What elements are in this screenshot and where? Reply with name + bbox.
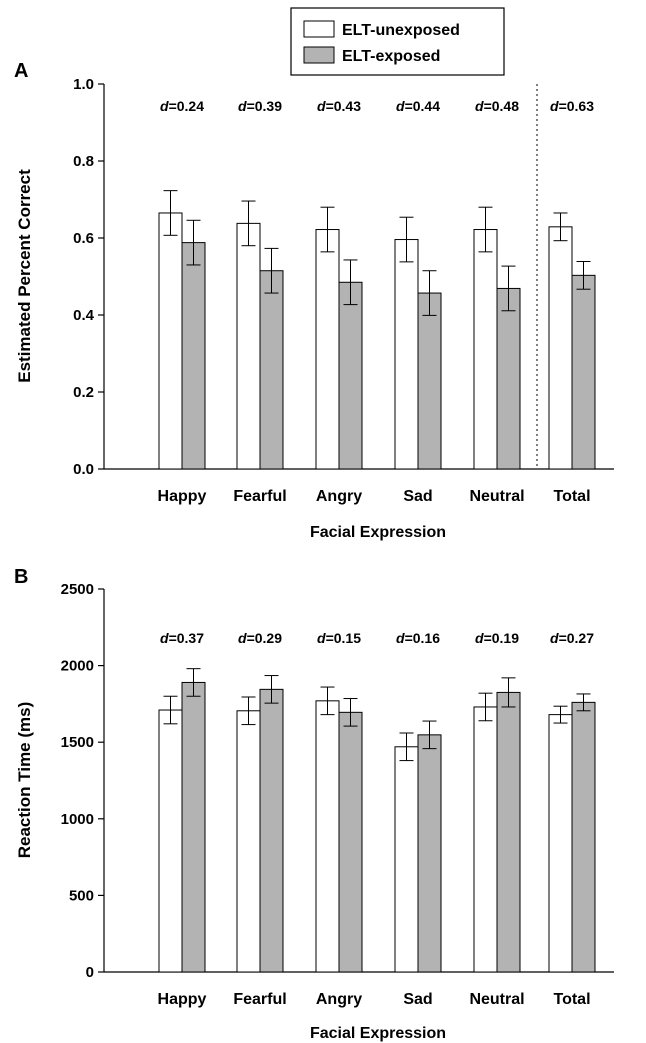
panel-a-bar-unexposed xyxy=(158,212,183,470)
panel-a-x-tick-label: Fearful xyxy=(233,488,286,505)
panel-a-effect-size-label: d=0.43 xyxy=(317,98,361,114)
panel-a-plot-area: 0.0 0.2 0.4 0.6 0.8 1.0 Happy d=0.24 Fearful d=0.… xyxy=(73,76,596,505)
panel-b-x-tick-label: Total xyxy=(553,991,590,1008)
legend-box xyxy=(290,7,505,76)
panel-b-label: B xyxy=(14,566,28,588)
legend-swatch-exposed xyxy=(303,46,335,64)
panel-a-bar-exposed xyxy=(338,281,363,470)
panel-a-bar-unexposed xyxy=(315,229,340,470)
panel-a: A Estimated Percent Correct Facial Expre… xyxy=(14,60,614,541)
panel-b-bar-exposed xyxy=(417,734,442,973)
panel-a-bar-unexposed xyxy=(548,226,573,470)
panel-a-effect-size-label: d=0.24 xyxy=(160,98,204,114)
panel-b-x-tick-label: Sad xyxy=(403,991,432,1008)
panel-a-x-tick-label: Angry xyxy=(316,488,362,505)
panel-a-effect-size-label: d=0.48 xyxy=(475,98,519,114)
panel-b-effect-size-label: d=0.27 xyxy=(550,630,594,646)
panel-b-y-tick-label: 1500 xyxy=(61,734,94,751)
panel-b-bar-unexposed xyxy=(548,714,573,973)
panel-a-bar-exposed xyxy=(496,287,521,470)
panel-a-bar-unexposed xyxy=(394,239,419,470)
legend: ELT-unexposed ELT-exposed xyxy=(290,7,505,76)
panel-b: B Reaction Time (ms) Facial Expression 0… xyxy=(14,566,614,1042)
panel-a-y-tick-label: 1.0 xyxy=(73,76,94,93)
panel-b-bar-exposed xyxy=(259,688,284,973)
panel-b-effect-size-label: d=0.15 xyxy=(317,630,361,646)
panel-b-effect-size-label: d=0.16 xyxy=(396,630,440,646)
panel-b-y-tick-label: 1000 xyxy=(61,811,94,828)
panel-b-effect-size-label: d=0.37 xyxy=(160,630,204,646)
panel-a-bar-exposed xyxy=(181,242,206,470)
panel-a-label: A xyxy=(14,60,28,82)
panel-b-y-tick-label: 500 xyxy=(69,887,94,904)
legend-label-exposed: ELT-exposed xyxy=(342,48,440,65)
panel-a-x-tick-label: Sad xyxy=(403,488,432,505)
panel-a-bar-unexposed xyxy=(473,229,498,470)
panel-b-x-tick-label: Angry xyxy=(316,991,362,1008)
panel-b-bar-exposed xyxy=(496,691,521,973)
panel-b-y-tick-label: 2500 xyxy=(61,581,94,598)
panel-b-x-axis-title: Facial Expression xyxy=(310,1025,446,1042)
panel-a-bar-unexposed xyxy=(236,222,261,470)
panel-a-y-axis-title: Estimated Percent Correct xyxy=(15,169,34,383)
panel-a-y-tick-label: 0.4 xyxy=(73,307,95,324)
panel-a-bar-exposed xyxy=(417,292,442,470)
panel-b-effect-size-label: d=0.19 xyxy=(475,630,519,646)
panel-b-bar-unexposed xyxy=(158,709,183,973)
panel-a-y-tick-label: 0.8 xyxy=(73,153,94,170)
panel-a-bar-exposed xyxy=(259,270,284,470)
panel-b-bar-unexposed xyxy=(394,746,419,973)
panel-a-x-axis-title: Facial Expression xyxy=(310,524,446,541)
panel-b-x-tick-label: Fearful xyxy=(233,991,286,1008)
panel-b-bar-exposed xyxy=(571,701,596,973)
panel-b-x-tick-label: Neutral xyxy=(469,991,524,1008)
panel-b-bar-unexposed xyxy=(473,706,498,973)
panel-a-y-tick-label: 0.6 xyxy=(73,230,94,247)
panel-b-bar-exposed xyxy=(338,711,363,973)
panel-a-bar-exposed xyxy=(571,274,596,470)
panel-b-bar-exposed xyxy=(181,681,206,973)
panel-a-y-tick-label: 0.0 xyxy=(73,461,94,478)
panel-a-effect-size-label: d=0.44 xyxy=(396,98,440,114)
panel-b-y-tick-label: 2000 xyxy=(61,658,94,675)
panel-a-y-tick-label: 0.2 xyxy=(73,384,94,401)
panel-a-x-tick-label: Neutral xyxy=(469,488,524,505)
panel-b-plot-area: 0 500 1000 1500 2000 2500 Happy d=0.37 Fearful d=… xyxy=(61,581,596,1008)
legend-swatch-unexposed xyxy=(303,20,335,38)
panel-b-effect-size-label: d=0.29 xyxy=(238,630,282,646)
panel-b-y-axis-title: Reaction Time (ms) xyxy=(15,702,34,859)
panel-a-effect-size-label: d=0.39 xyxy=(238,98,282,114)
panel-a-x-tick-label: Total xyxy=(553,488,590,505)
panel-b-y-tick-label: 0 xyxy=(86,964,94,981)
panel-b-x-tick-label: Happy xyxy=(158,991,207,1008)
legend-label-unexposed: ELT-unexposed xyxy=(342,22,460,39)
panel-b-bar-unexposed xyxy=(315,700,340,973)
panel-a-effect-size-label: d=0.63 xyxy=(550,98,594,114)
panel-b-bar-unexposed xyxy=(236,710,261,973)
panel-a-x-tick-label: Happy xyxy=(158,488,207,505)
